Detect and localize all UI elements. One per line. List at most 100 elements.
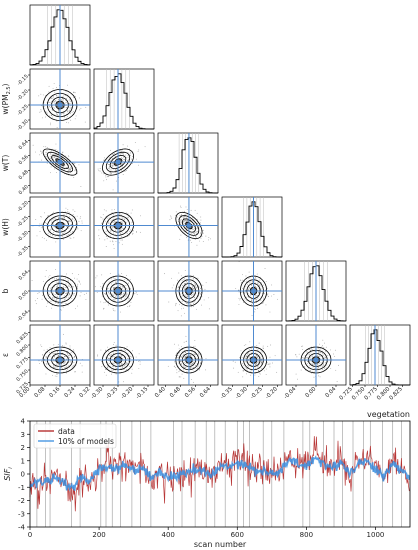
hist-w(H) [221, 201, 283, 258]
sample-point [238, 261, 240, 263]
sample-point [56, 112, 58, 114]
sample-point [201, 236, 203, 238]
sample-point [180, 205, 181, 207]
sample-point [45, 111, 47, 113]
sample-point [260, 350, 262, 352]
sample-point [253, 280, 255, 282]
sample-point [58, 300, 60, 302]
sample-point [180, 221, 182, 223]
sample-point [110, 169, 112, 171]
sample-point [324, 367, 326, 369]
sample-point [62, 98, 64, 100]
sample-point [138, 149, 140, 151]
sample-point [69, 168, 70, 170]
x-tick-label: 0 [28, 531, 32, 539]
sample-point [184, 355, 186, 357]
sample-point [54, 91, 56, 93]
sample-point [69, 294, 71, 296]
sample-point [54, 157, 56, 158]
sample-point [62, 238, 64, 240]
sample-point [54, 375, 56, 377]
sample-point [205, 282, 207, 284]
sample-point [106, 365, 108, 367]
sample-point [52, 213, 53, 214]
sample-point [185, 294, 187, 296]
sample-point [68, 227, 70, 229]
sample-point [50, 289, 52, 291]
sample-point [47, 215, 49, 216]
sample-point [120, 239, 122, 241]
sample-point [338, 364, 339, 366]
density-contour [181, 218, 196, 233]
sample-point [317, 364, 318, 366]
x-tick-label: -0.35 [220, 386, 235, 401]
sample-point [260, 289, 262, 291]
sample-point [181, 308, 183, 310]
sample-point [257, 281, 259, 283]
sample-point [247, 284, 248, 286]
sample-point [56, 229, 58, 231]
corner-panel-0-0 [29, 4, 91, 66]
sample-point [56, 354, 58, 356]
sample-point [42, 357, 44, 359]
sample-point [61, 345, 63, 347]
sample-point [269, 362, 271, 364]
sample-point [54, 153, 56, 155]
sample-point [325, 346, 327, 348]
sample-point [86, 292, 87, 294]
sample-point [238, 289, 240, 291]
sample-point [123, 356, 125, 358]
sample-point [248, 277, 250, 279]
sample-point [127, 213, 129, 215]
sample-point [126, 362, 128, 364]
sample-point [60, 302, 62, 304]
sample-point [64, 299, 66, 301]
sample-point [119, 150, 121, 152]
sample-point [46, 157, 48, 159]
sample-point [170, 277, 172, 279]
sample-point [120, 214, 122, 216]
sample-point [50, 228, 51, 230]
sample-point [306, 363, 308, 364]
sample-point [108, 167, 109, 169]
sample-point [109, 172, 111, 174]
sample-point [112, 240, 114, 242]
sample-point [40, 150, 41, 152]
sample-point [260, 285, 262, 287]
sample-point [53, 365, 55, 367]
sample-point [62, 229, 64, 231]
sample-point [126, 368, 127, 370]
sample-point [69, 237, 71, 239]
sample-point [127, 300, 129, 302]
sample-point [106, 367, 108, 369]
sample-point [112, 356, 114, 358]
sample-point [55, 268, 57, 270]
sample-point [184, 283, 186, 284]
sample-point [51, 115, 52, 116]
y-tick-label: -0.35 [16, 245, 29, 258]
sample-point [49, 106, 50, 107]
sample-point [68, 169, 70, 171]
x-tick-label: 0.04 [325, 386, 338, 399]
sample-point [40, 344, 42, 346]
sample-point [121, 163, 123, 165]
sample-point [39, 223, 41, 225]
sample-point [256, 353, 258, 354]
sample-point [198, 365, 200, 367]
density-contour [101, 211, 135, 240]
sample-point [41, 117, 43, 119]
sample-point [199, 368, 201, 370]
sample-point [322, 345, 324, 347]
sample-point [171, 217, 173, 219]
sample-point [194, 232, 195, 234]
sample-point [108, 291, 110, 293]
sample-point [72, 209, 74, 211]
sample-point [261, 361, 263, 363]
sample-point [56, 367, 58, 369]
sample-point [122, 363, 124, 365]
sample-point [191, 284, 193, 286]
sample-point [306, 351, 308, 353]
sample-point [115, 344, 117, 346]
sample-point [195, 284, 196, 286]
sample-point [200, 362, 201, 364]
